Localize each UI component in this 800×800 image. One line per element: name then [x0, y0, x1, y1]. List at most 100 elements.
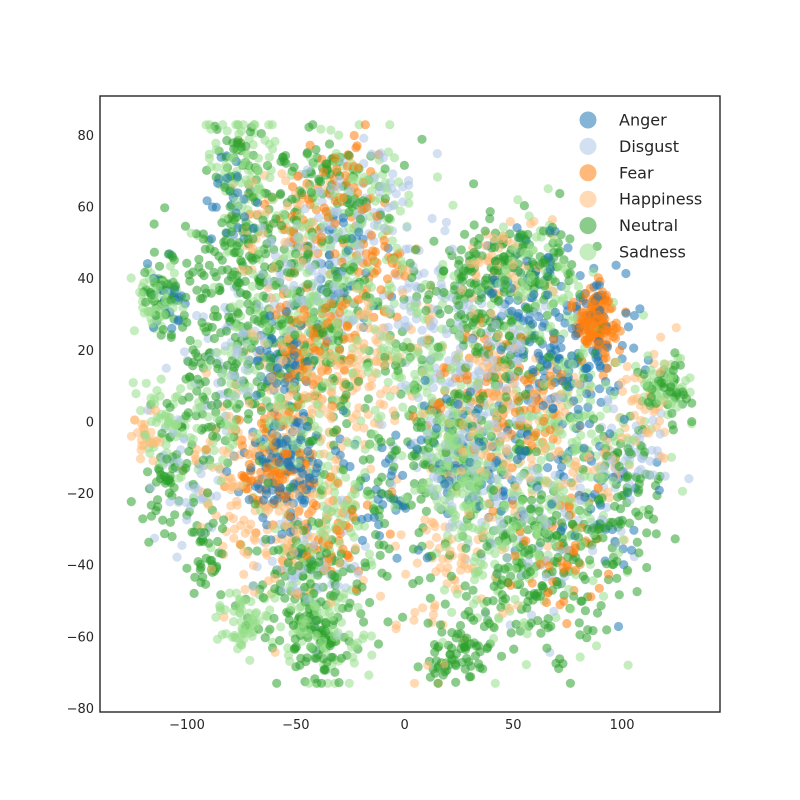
data-point-fear	[593, 273, 604, 283]
data-point-sadness	[490, 381, 500, 391]
data-point-neutral	[211, 391, 221, 401]
data-point-sadness	[176, 384, 186, 394]
data-point-disgust	[213, 378, 223, 388]
data-point-fear	[300, 375, 311, 385]
data-point-neutral	[476, 293, 487, 303]
data-point-neutral	[642, 562, 652, 573]
data-point-happiness	[509, 389, 519, 399]
data-point-happiness	[359, 423, 369, 433]
data-point-neutral	[557, 518, 567, 528]
data-point-neutral	[593, 568, 603, 578]
data-point-disgust	[402, 222, 412, 232]
data-point-neutral	[413, 662, 423, 672]
data-point-sadness	[211, 138, 221, 148]
data-point-happiness	[438, 554, 448, 564]
data-point-neutral	[307, 560, 318, 570]
data-point-happiness	[649, 407, 659, 417]
data-point-anger	[422, 553, 432, 563]
data-point-sadness	[585, 396, 596, 406]
data-point-neutral	[280, 571, 290, 581]
data-point-happiness	[192, 444, 202, 455]
data-point-neutral	[596, 601, 606, 611]
data-point-neutral	[260, 262, 270, 272]
data-point-neutral	[425, 573, 436, 583]
data-point-happiness	[371, 335, 381, 345]
data-point-happiness	[629, 410, 639, 420]
data-point-neutral	[408, 544, 418, 554]
data-point-happiness	[191, 454, 201, 464]
data-point-neutral	[273, 545, 283, 555]
data-point-fear	[369, 268, 379, 278]
data-point-neutral	[455, 620, 466, 631]
data-point-disgust	[599, 464, 609, 474]
data-point-disgust	[387, 480, 397, 490]
data-point-sadness	[139, 278, 149, 288]
data-point-disgust	[508, 324, 518, 334]
data-point-neutral	[193, 374, 203, 384]
data-point-sadness	[490, 548, 500, 559]
data-point-sadness	[231, 196, 241, 206]
data-point-sadness	[276, 622, 286, 632]
data-point-neutral	[407, 451, 417, 461]
data-point-neutral	[253, 316, 263, 326]
data-point-happiness	[431, 567, 441, 577]
data-point-neutral	[375, 550, 385, 561]
data-point-sadness	[218, 455, 228, 465]
data-point-neutral	[170, 510, 180, 520]
data-point-happiness	[388, 406, 398, 416]
data-point-sadness	[364, 440, 374, 450]
data-point-disgust	[388, 201, 398, 211]
data-point-neutral	[477, 309, 487, 319]
data-point-neutral	[461, 543, 471, 554]
data-point-anger	[504, 295, 514, 305]
data-point-neutral	[543, 614, 553, 624]
data-point-sadness	[283, 643, 293, 653]
data-point-disgust	[549, 606, 559, 616]
data-point-neutral	[651, 529, 661, 539]
data-point-neutral	[681, 394, 692, 404]
data-point-sadness	[209, 445, 219, 456]
data-point-anger	[357, 535, 368, 546]
data-point-disgust	[388, 169, 398, 179]
data-point-neutral	[144, 537, 154, 547]
data-point-sadness	[233, 120, 243, 130]
data-point-disgust	[464, 300, 474, 310]
data-point-fear	[325, 472, 336, 482]
data-point-neutral	[204, 260, 214, 270]
data-point-neutral	[285, 483, 295, 493]
data-point-sadness	[304, 317, 314, 327]
data-point-disgust	[401, 244, 411, 254]
data-point-sadness	[323, 461, 333, 471]
data-point-neutral	[460, 581, 470, 591]
data-point-sadness	[387, 236, 397, 246]
data-point-neutral	[184, 392, 194, 402]
data-point-fear	[382, 274, 393, 284]
data-point-fear	[333, 478, 343, 488]
data-point-sadness	[358, 634, 368, 644]
data-point-anger	[629, 343, 639, 353]
data-point-neutral	[258, 215, 268, 225]
data-point-disgust	[174, 497, 184, 507]
data-point-anger	[563, 243, 573, 253]
data-point-anger	[555, 334, 565, 344]
data-point-neutral	[210, 305, 220, 315]
data-point-neutral	[248, 234, 258, 244]
data-point-happiness	[655, 416, 665, 426]
data-point-neutral	[383, 617, 393, 627]
data-point-disgust	[625, 495, 635, 505]
data-point-fear	[324, 540, 334, 550]
data-point-fear	[545, 371, 555, 381]
data-point-neutral	[160, 529, 170, 539]
data-point-neutral	[504, 331, 514, 341]
data-point-happiness	[249, 533, 259, 543]
data-point-neutral	[380, 352, 390, 362]
data-point-neutral	[244, 188, 254, 198]
data-point-neutral	[555, 188, 565, 199]
data-point-disgust	[417, 325, 427, 335]
data-point-anger	[627, 545, 637, 555]
data-point-neutral	[408, 405, 418, 415]
data-point-happiness	[381, 385, 392, 395]
data-point-fear	[544, 560, 554, 571]
data-point-sadness	[131, 389, 141, 399]
data-point-neutral	[556, 230, 566, 240]
